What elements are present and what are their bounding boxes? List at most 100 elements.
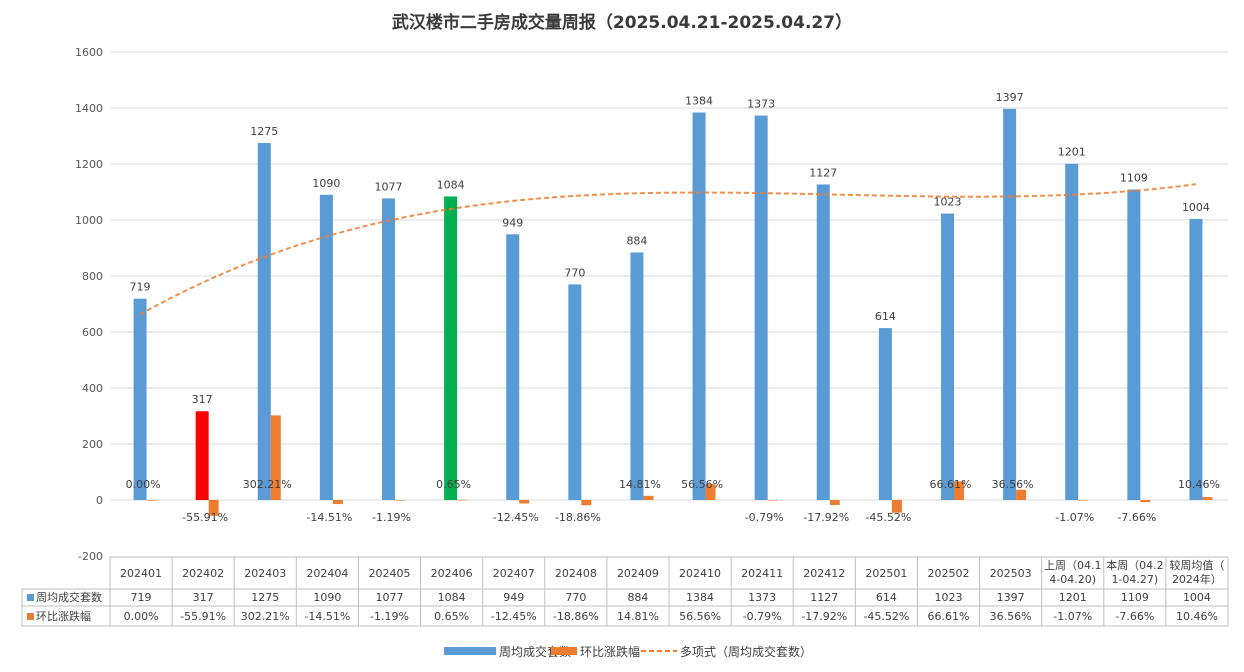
table-pct: 0.00%	[124, 610, 159, 623]
table-pct: -55.91%	[180, 610, 226, 623]
table-value: 770	[565, 591, 586, 604]
bar-202501	[878, 328, 892, 500]
table-pct: 14.81%	[617, 610, 659, 623]
pct-bar-202411	[767, 500, 778, 501]
category-label: 202402	[182, 567, 224, 580]
bar-value-label: 1275	[250, 125, 278, 138]
legend-swatch-bars	[444, 647, 496, 655]
y-tick-label: 0	[96, 494, 103, 507]
chart-title: 武汉楼市二手房成交量周报（2025.04.21-2025.04.27）	[392, 12, 852, 33]
category-label: 202404	[306, 567, 348, 580]
pct-bar-202406	[457, 499, 468, 501]
bar-202409	[630, 252, 644, 500]
table-pct: -12.45%	[491, 610, 537, 623]
bar-value-label: 1004	[1182, 201, 1210, 214]
table-pct: -14.51%	[304, 610, 350, 623]
pct-value-label: 14.81%	[619, 478, 661, 491]
pct-value-label: 66.61%	[930, 478, 972, 491]
table-value: 1373	[748, 591, 776, 604]
category-label: 上周（04.1	[1044, 559, 1102, 572]
table-pct: 66.61%	[928, 610, 970, 623]
bar-202410	[692, 112, 706, 500]
category-label: 202411	[741, 567, 783, 580]
table-pct: -17.92%	[801, 610, 847, 623]
bar-value-label: 719	[130, 281, 151, 294]
pct-value-label: 10.46%	[1178, 478, 1220, 491]
table-value: 949	[503, 591, 524, 604]
pct-value-label: 0.65%	[436, 478, 471, 491]
pct-value-label: -17.92%	[803, 511, 849, 524]
trendline	[139, 183, 1197, 316]
bar-value-label: 1077	[375, 180, 403, 193]
bar-较周均值（2024年）	[1189, 218, 1203, 500]
category-label: 2024年）	[1172, 572, 1222, 586]
table-pct: 302.21%	[241, 610, 290, 623]
bar-value-label: 1023	[934, 196, 962, 209]
pct-bar-202405	[395, 500, 405, 501]
bar-202406	[444, 196, 458, 501]
pct-value-label: 0.00%	[126, 478, 161, 491]
bar-202411	[754, 115, 768, 500]
bar-202403	[257, 143, 271, 500]
bar-value-label: 1084	[437, 178, 465, 191]
bar-202404	[319, 194, 333, 501]
table-value: 719	[131, 591, 152, 604]
pct-bar-202408	[581, 500, 592, 506]
table-value: 1201	[1059, 591, 1087, 604]
bar-value-label: 1109	[1120, 171, 1148, 184]
category-label: 202412	[803, 567, 845, 580]
pct-value-label: 302.21%	[243, 478, 292, 491]
data-table: 202401 719 0.00% 202402 317 -55.91% 202403 1275…	[21, 556, 1229, 627]
y-tick-label: 1600	[75, 46, 103, 59]
category-label: 本周（04.2	[1106, 558, 1164, 572]
pct-value-label: -7.66%	[1117, 511, 1156, 524]
pct-bar-202503	[1016, 489, 1027, 500]
table-value: 1084	[438, 591, 466, 604]
y-tick-label: 400	[82, 382, 103, 395]
bar-value-label: 884	[626, 234, 647, 247]
category-label: 202401	[120, 567, 162, 580]
table-value: 1127	[810, 591, 838, 604]
pct-value-label: -1.07%	[1055, 511, 1094, 524]
pct-value-label: 56.56%	[681, 478, 723, 491]
table-pct: -0.79%	[743, 610, 782, 623]
table-value: 1109	[1121, 591, 1149, 604]
category-label: 202501	[865, 567, 907, 580]
table-key-bar	[27, 594, 34, 601]
category-label: 202406	[431, 567, 473, 580]
table-pct: -45.52%	[863, 610, 909, 623]
table-value: 1275	[251, 591, 279, 604]
table-pct: 10.46%	[1176, 610, 1218, 623]
category-label: 202405	[369, 567, 411, 580]
pct-value-label: 36.56%	[992, 478, 1034, 491]
legend: 周均成交套数 环比涨跌幅 多项式（周均成交套数）	[444, 644, 812, 659]
legend-label: 环比涨跌幅	[580, 644, 640, 659]
bar-value-label: 614	[875, 310, 896, 323]
bar-value-label: 949	[502, 216, 523, 229]
bar-202503	[1003, 108, 1017, 500]
table-pct: 56.56%	[679, 610, 721, 623]
pct-value-label: -14.51%	[306, 511, 352, 524]
table-pct: -1.19%	[370, 610, 409, 623]
table-value: 1077	[376, 591, 404, 604]
table-value: 884	[627, 591, 648, 604]
pct-bar-202407	[519, 500, 530, 504]
category-label: 202502	[928, 567, 970, 580]
pct-bar-202402	[208, 500, 219, 516]
pct-bar-202404	[332, 500, 343, 505]
table-row-label: 周均成交套数	[36, 590, 102, 604]
pct-value-label: -1.19%	[372, 511, 411, 524]
category-label: 4-04.20)	[1049, 573, 1096, 586]
y-axis: -200 0 200 400 600 800 1000 1200 1400 1600	[75, 46, 103, 563]
bar-value-label: 317	[192, 393, 213, 406]
bar-上周（04.14-04.20)	[1065, 163, 1079, 500]
bar-本周（04.21-04.27)	[1127, 189, 1141, 501]
table-pct: -7.66%	[1115, 610, 1154, 623]
category-label: 202408	[555, 567, 597, 580]
table-pct: 36.56%	[990, 610, 1032, 623]
bar-value-label: 1373	[747, 98, 775, 111]
table-value: 1090	[313, 591, 341, 604]
bar-value-label: 1127	[809, 166, 837, 179]
table-key-pct	[27, 613, 34, 620]
